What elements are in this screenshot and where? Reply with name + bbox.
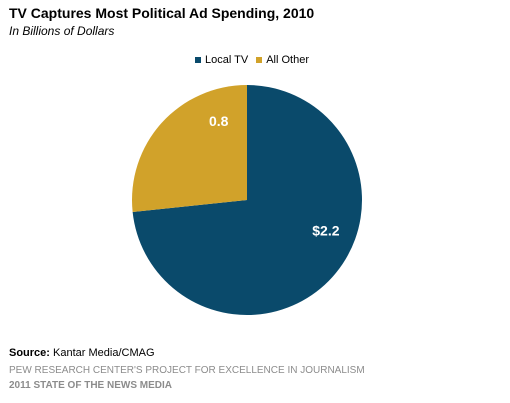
source-label: Source: <box>9 347 50 359</box>
pie-slices: $2.2 0.8 <box>132 85 363 316</box>
slice-label-all-other: 0.8 <box>209 113 229 129</box>
legend-label-all-other: All Other <box>266 54 310 66</box>
pie-slice-local-tv <box>132 85 363 316</box>
chart-subtitle: In Billions of Dollars <box>9 24 115 38</box>
legend-label-local-tv: Local TV <box>205 54 249 66</box>
slice-label-local-tv: $2.2 <box>312 223 339 239</box>
legend-item-all-other: All Other <box>256 54 309 66</box>
credit-line-2: 2011 STATE OF THE NEWS MEDIA <box>9 380 172 391</box>
source-value: Kantar Media/CMAG <box>53 347 155 359</box>
credit-line-1: PEW RESEARCH CENTER'S PROJECT FOR EXCELL… <box>9 365 365 376</box>
legend-swatch-local-tv <box>195 57 201 63</box>
legend-item-local-tv: Local TV <box>195 54 248 66</box>
pie-slice-all-other <box>132 85 247 213</box>
source-note: Source: Kantar Media/CMAG <box>9 347 155 359</box>
legend: Local TV All Other <box>195 54 317 66</box>
legend-swatch-all-other <box>256 57 263 63</box>
chart-title: TV Captures Most Political Ad Spending, … <box>9 5 315 21</box>
